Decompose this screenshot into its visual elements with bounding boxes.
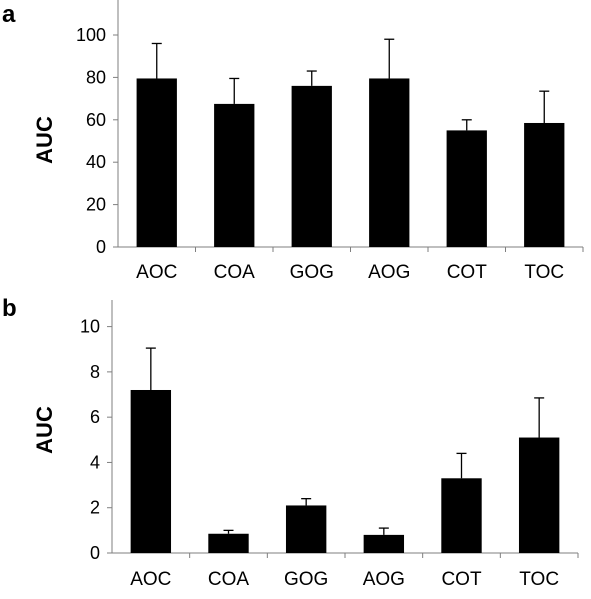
y-tick-label: 4	[90, 452, 100, 472]
y-tick-label: 2	[90, 498, 100, 518]
x-tick-label: TOC	[519, 569, 559, 590]
bar-gog	[285, 505, 327, 553]
y-tick-label: 60	[86, 110, 106, 130]
y-tick-label: 0	[96, 237, 106, 257]
bar-coa	[208, 533, 249, 553]
x-tick-label: AOG	[363, 569, 405, 590]
bar-aog	[369, 78, 410, 248]
bar-aoc	[130, 389, 172, 553]
x-tick-label: AOC	[136, 262, 177, 283]
y-axis-title: AUC	[32, 406, 57, 454]
y-tick-label: 20	[86, 195, 106, 215]
panel-label: a	[2, 1, 16, 28]
bar-toc	[524, 122, 565, 247]
bar-aoc	[136, 78, 177, 248]
y-tick-label: 40	[86, 152, 106, 172]
x-tick-label: GOG	[290, 262, 334, 283]
y-tick-label: 6	[90, 407, 100, 427]
x-tick-label: COT	[441, 569, 482, 590]
chart-panel-a: a AUC 0 20 40 60 80 100 AOC COA GOG AOG COT TOC	[2, 0, 584, 283]
y-tick-label: 8	[90, 362, 100, 382]
panel-label: b	[2, 295, 17, 322]
y-tick-label: 100	[76, 25, 106, 45]
bar-aog	[363, 534, 405, 553]
bar-gog	[291, 85, 332, 247]
bar-cot	[441, 478, 482, 553]
y-tick-label: 80	[86, 67, 106, 87]
y-axis-title: AUC	[32, 116, 57, 164]
x-tick-label: AOG	[368, 262, 410, 283]
x-tick-label: COA	[208, 569, 250, 590]
bar-coa	[214, 103, 255, 248]
x-tick-label: COA	[214, 262, 256, 283]
bar-cot	[446, 130, 487, 247]
x-tick-label: COT	[447, 262, 488, 283]
bar-toc	[518, 437, 560, 553]
y-tick-label: 0	[90, 543, 100, 563]
x-tick-label: AOC	[130, 569, 171, 590]
y-tick-label: 10	[80, 317, 100, 337]
x-tick-label: TOC	[524, 262, 564, 283]
chart-panel-b: b AUC 0 2 4 6 8 10 AOC COA GOG AOG COT TOC	[2, 295, 579, 590]
x-tick-label: GOG	[284, 569, 328, 590]
